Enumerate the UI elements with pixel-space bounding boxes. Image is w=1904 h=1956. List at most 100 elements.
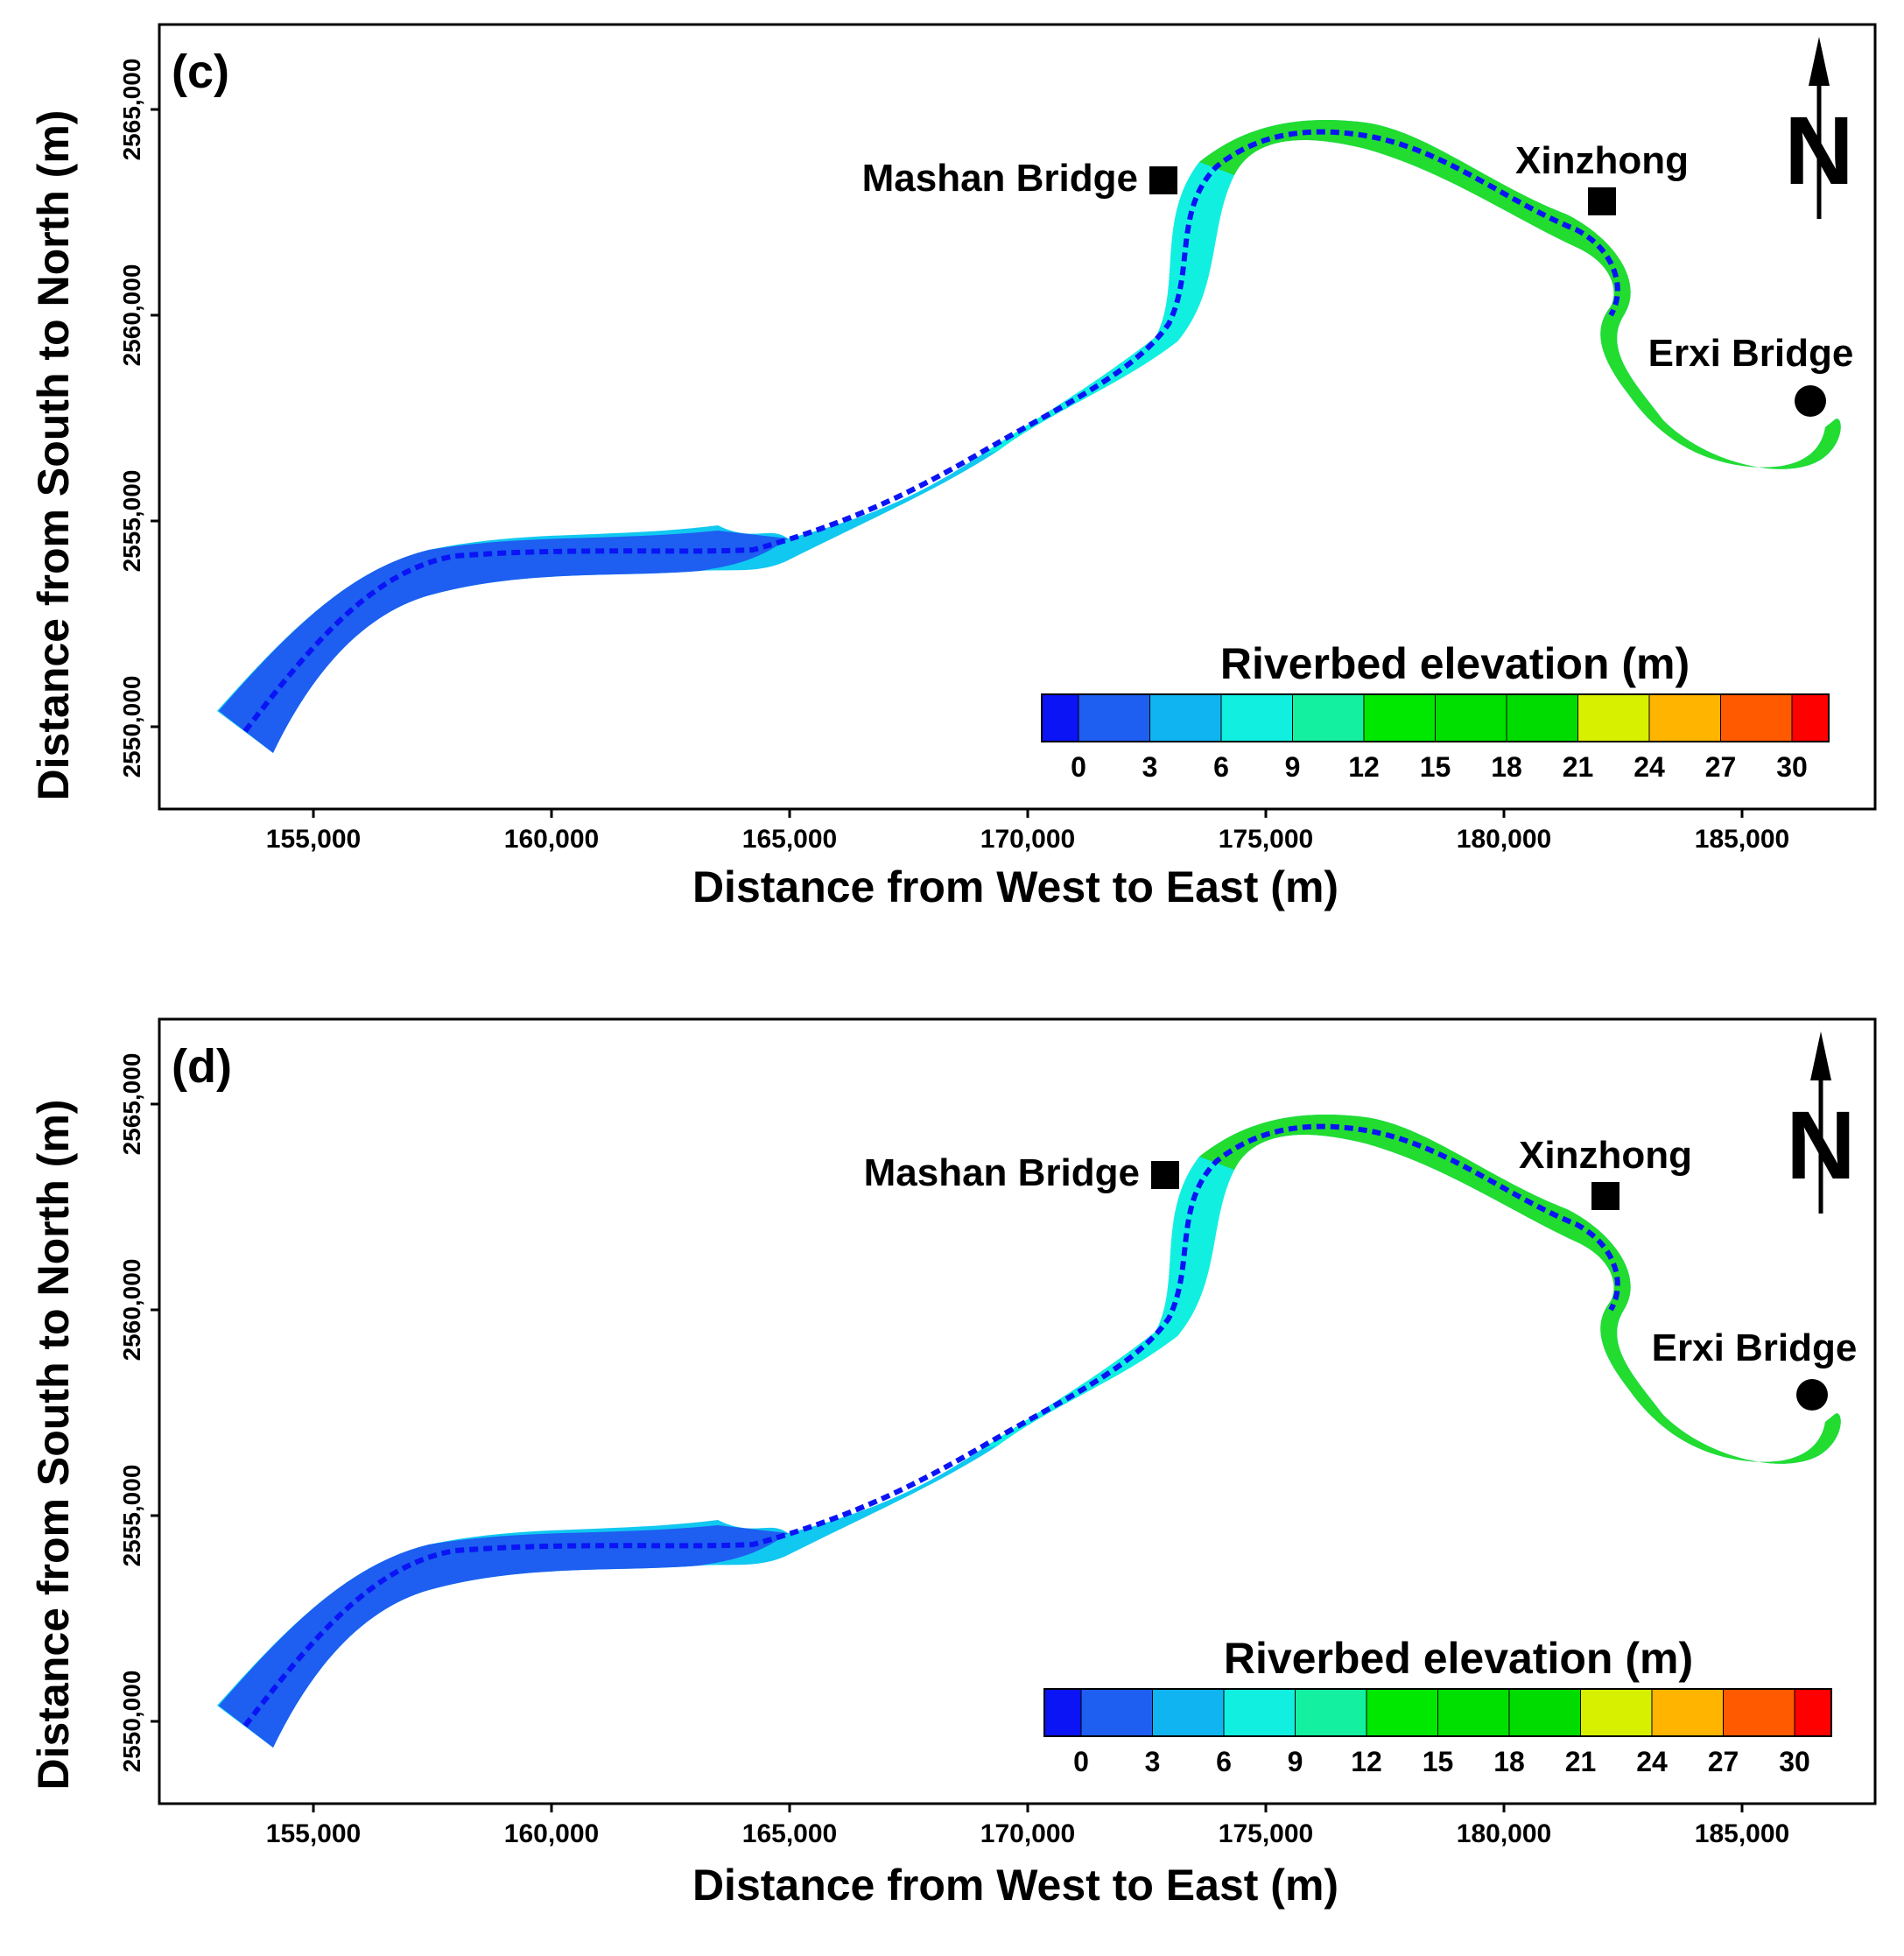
x-tick-label: 180,000 xyxy=(1457,825,1551,854)
river-deep-lower xyxy=(219,531,788,753)
legend-swatch xyxy=(1720,693,1793,742)
circle-marker-icon xyxy=(1796,1379,1828,1411)
legend-swatch xyxy=(1794,1688,1832,1737)
square-marker-icon xyxy=(1149,166,1177,194)
y-tick-label: 2550,000 xyxy=(118,1671,145,1773)
legend-tick-label: 0 xyxy=(1071,751,1086,783)
y-axis-title: Distance from South to North (m) xyxy=(29,1100,78,1791)
legend-swatch xyxy=(1220,693,1293,742)
legend-tick-label: 6 xyxy=(1213,751,1229,783)
plot-frame xyxy=(158,1017,1877,1805)
y-tick-label: 2560,000 xyxy=(118,1259,145,1361)
legend-tick-labels: 0 3 6 9 12 15 18 21 24 27 30 xyxy=(1073,1746,1810,1777)
legend-swatch xyxy=(1223,1688,1296,1737)
x-tick-label: 165,000 xyxy=(742,1819,837,1848)
legend-tick-labels: 0 3 6 9 12 15 18 21 24 27 30 xyxy=(1071,751,1808,783)
y-axis-title: Distance from South to North (m) xyxy=(29,110,78,801)
legend-tick-label: 30 xyxy=(1779,1746,1810,1777)
river-mid xyxy=(980,1157,1234,1450)
north-arrow-icon: N xyxy=(1786,1031,1856,1214)
legend-tick-label: 18 xyxy=(1491,751,1522,783)
legend-tick-label: 21 xyxy=(1565,1746,1597,1777)
x-axis-title: Distance from West to East (m) xyxy=(692,862,1338,911)
legend-tick-label: 9 xyxy=(1285,751,1301,783)
legend-swatch xyxy=(1577,693,1650,742)
legend-swatch xyxy=(1078,693,1150,742)
y-tick-label: 2555,000 xyxy=(118,470,145,573)
legend-tick-label: 3 xyxy=(1142,751,1158,783)
y-tick-label: 2565,000 xyxy=(118,59,145,161)
x-tick-label: 175,000 xyxy=(1219,825,1313,854)
legend-tick-label: 27 xyxy=(1705,751,1737,783)
plot-frame xyxy=(158,23,1877,811)
legend-tick-label: 3 xyxy=(1145,1746,1161,1777)
legend-swatch xyxy=(1149,693,1222,742)
river-mid xyxy=(980,162,1234,455)
panel-label: (d) xyxy=(172,1040,232,1093)
legend-tick-label: 0 xyxy=(1073,1746,1089,1777)
legend-swatch xyxy=(1648,693,1721,742)
legend-tick-label: 15 xyxy=(1423,1746,1454,1777)
place-label: Xinzhong xyxy=(1515,139,1689,182)
legend-swatch xyxy=(1295,1688,1367,1737)
north-label: N xyxy=(1784,97,1853,205)
circle-marker-icon xyxy=(1795,385,1826,417)
legend-outline xyxy=(1043,1688,1832,1737)
legend-title: Riverbed elevation (m) xyxy=(1220,639,1690,688)
map-panel-d: Distance from West to East (m) Distance … xyxy=(0,989,1904,1956)
y-tick-label: 2560,000 xyxy=(118,264,145,367)
x-tick-label: 160,000 xyxy=(504,825,599,854)
place-label: Mashan Bridge xyxy=(864,1151,1140,1194)
river-thalweg xyxy=(242,129,1620,733)
place-label: Mashan Bridge xyxy=(862,157,1138,200)
place-label: Erxi Bridge xyxy=(1652,1326,1858,1369)
x-tick-label: 175,000 xyxy=(1219,1819,1313,1848)
legend-swatch xyxy=(1363,693,1436,742)
legend-colorbar xyxy=(1043,1688,1832,1737)
legend-tick-label: 30 xyxy=(1776,751,1808,783)
legend-outline xyxy=(1041,693,1830,742)
map-svg-c: Distance from West to East (m) Distance … xyxy=(29,23,1877,911)
elevation-legend: Riverbed elevation (m) 0 3 6 9 12 15 18 21 24 27 3… xyxy=(1041,639,1830,783)
river-deep-lower xyxy=(219,1525,788,1748)
panel-label: (c) xyxy=(172,46,229,98)
place-xinzhong: Xinzhong xyxy=(1515,139,1689,215)
legend-tick-label: 15 xyxy=(1420,751,1451,783)
legend-tick-label: 18 xyxy=(1493,1746,1525,1777)
legend-swatch xyxy=(1152,1688,1225,1737)
y-axis-ticks: 2550,000 2555,000 2560,000 2565,000 xyxy=(118,59,159,777)
elevation-legend: Riverbed elevation (m) 0 3 6 9 12 15 18 21 24 27 3… xyxy=(1043,1634,1832,1777)
y-tick-label: 2565,000 xyxy=(118,1053,145,1156)
legend-tick-label: 6 xyxy=(1216,1746,1232,1777)
north-label: N xyxy=(1786,1092,1855,1200)
x-tick-label: 185,000 xyxy=(1695,1819,1789,1848)
legend-tick-label: 24 xyxy=(1634,751,1665,783)
legend-swatch xyxy=(1292,693,1365,742)
river-thalweg xyxy=(242,1123,1620,1727)
map-svg-d: Distance from West to East (m) Distance … xyxy=(29,1017,1877,1910)
square-marker-icon xyxy=(1588,187,1616,215)
legend-swatch xyxy=(1723,1688,1795,1737)
legend-swatch xyxy=(1506,693,1578,742)
legend-swatch xyxy=(1041,693,1079,742)
place-mashan-bridge: Mashan Bridge xyxy=(864,1151,1179,1194)
legend-swatch xyxy=(1043,1688,1082,1737)
legend-colorbar xyxy=(1041,693,1830,742)
x-tick-label: 155,000 xyxy=(266,1819,361,1848)
x-tick-label: 155,000 xyxy=(266,825,361,854)
legend-tick-label: 21 xyxy=(1563,751,1594,783)
legend-title: Riverbed elevation (m) xyxy=(1224,1634,1693,1683)
legend-swatch xyxy=(1437,1688,1510,1737)
legend-tick-label: 27 xyxy=(1708,1746,1739,1777)
legend-tick-label: 12 xyxy=(1351,1746,1382,1777)
legend-tick-label: 24 xyxy=(1636,1746,1668,1777)
place-erxi-bridge: Erxi Bridge xyxy=(1652,1326,1858,1411)
legend-swatch xyxy=(1366,1688,1438,1737)
legend-swatch xyxy=(1580,1688,1653,1737)
place-label: Xinzhong xyxy=(1519,1134,1692,1177)
x-tick-label: 160,000 xyxy=(504,1819,599,1848)
place-erxi-bridge: Erxi Bridge xyxy=(1648,332,1853,417)
square-marker-icon xyxy=(1591,1182,1619,1210)
x-tick-label: 165,000 xyxy=(742,825,837,854)
x-tick-label: 180,000 xyxy=(1457,1819,1551,1848)
